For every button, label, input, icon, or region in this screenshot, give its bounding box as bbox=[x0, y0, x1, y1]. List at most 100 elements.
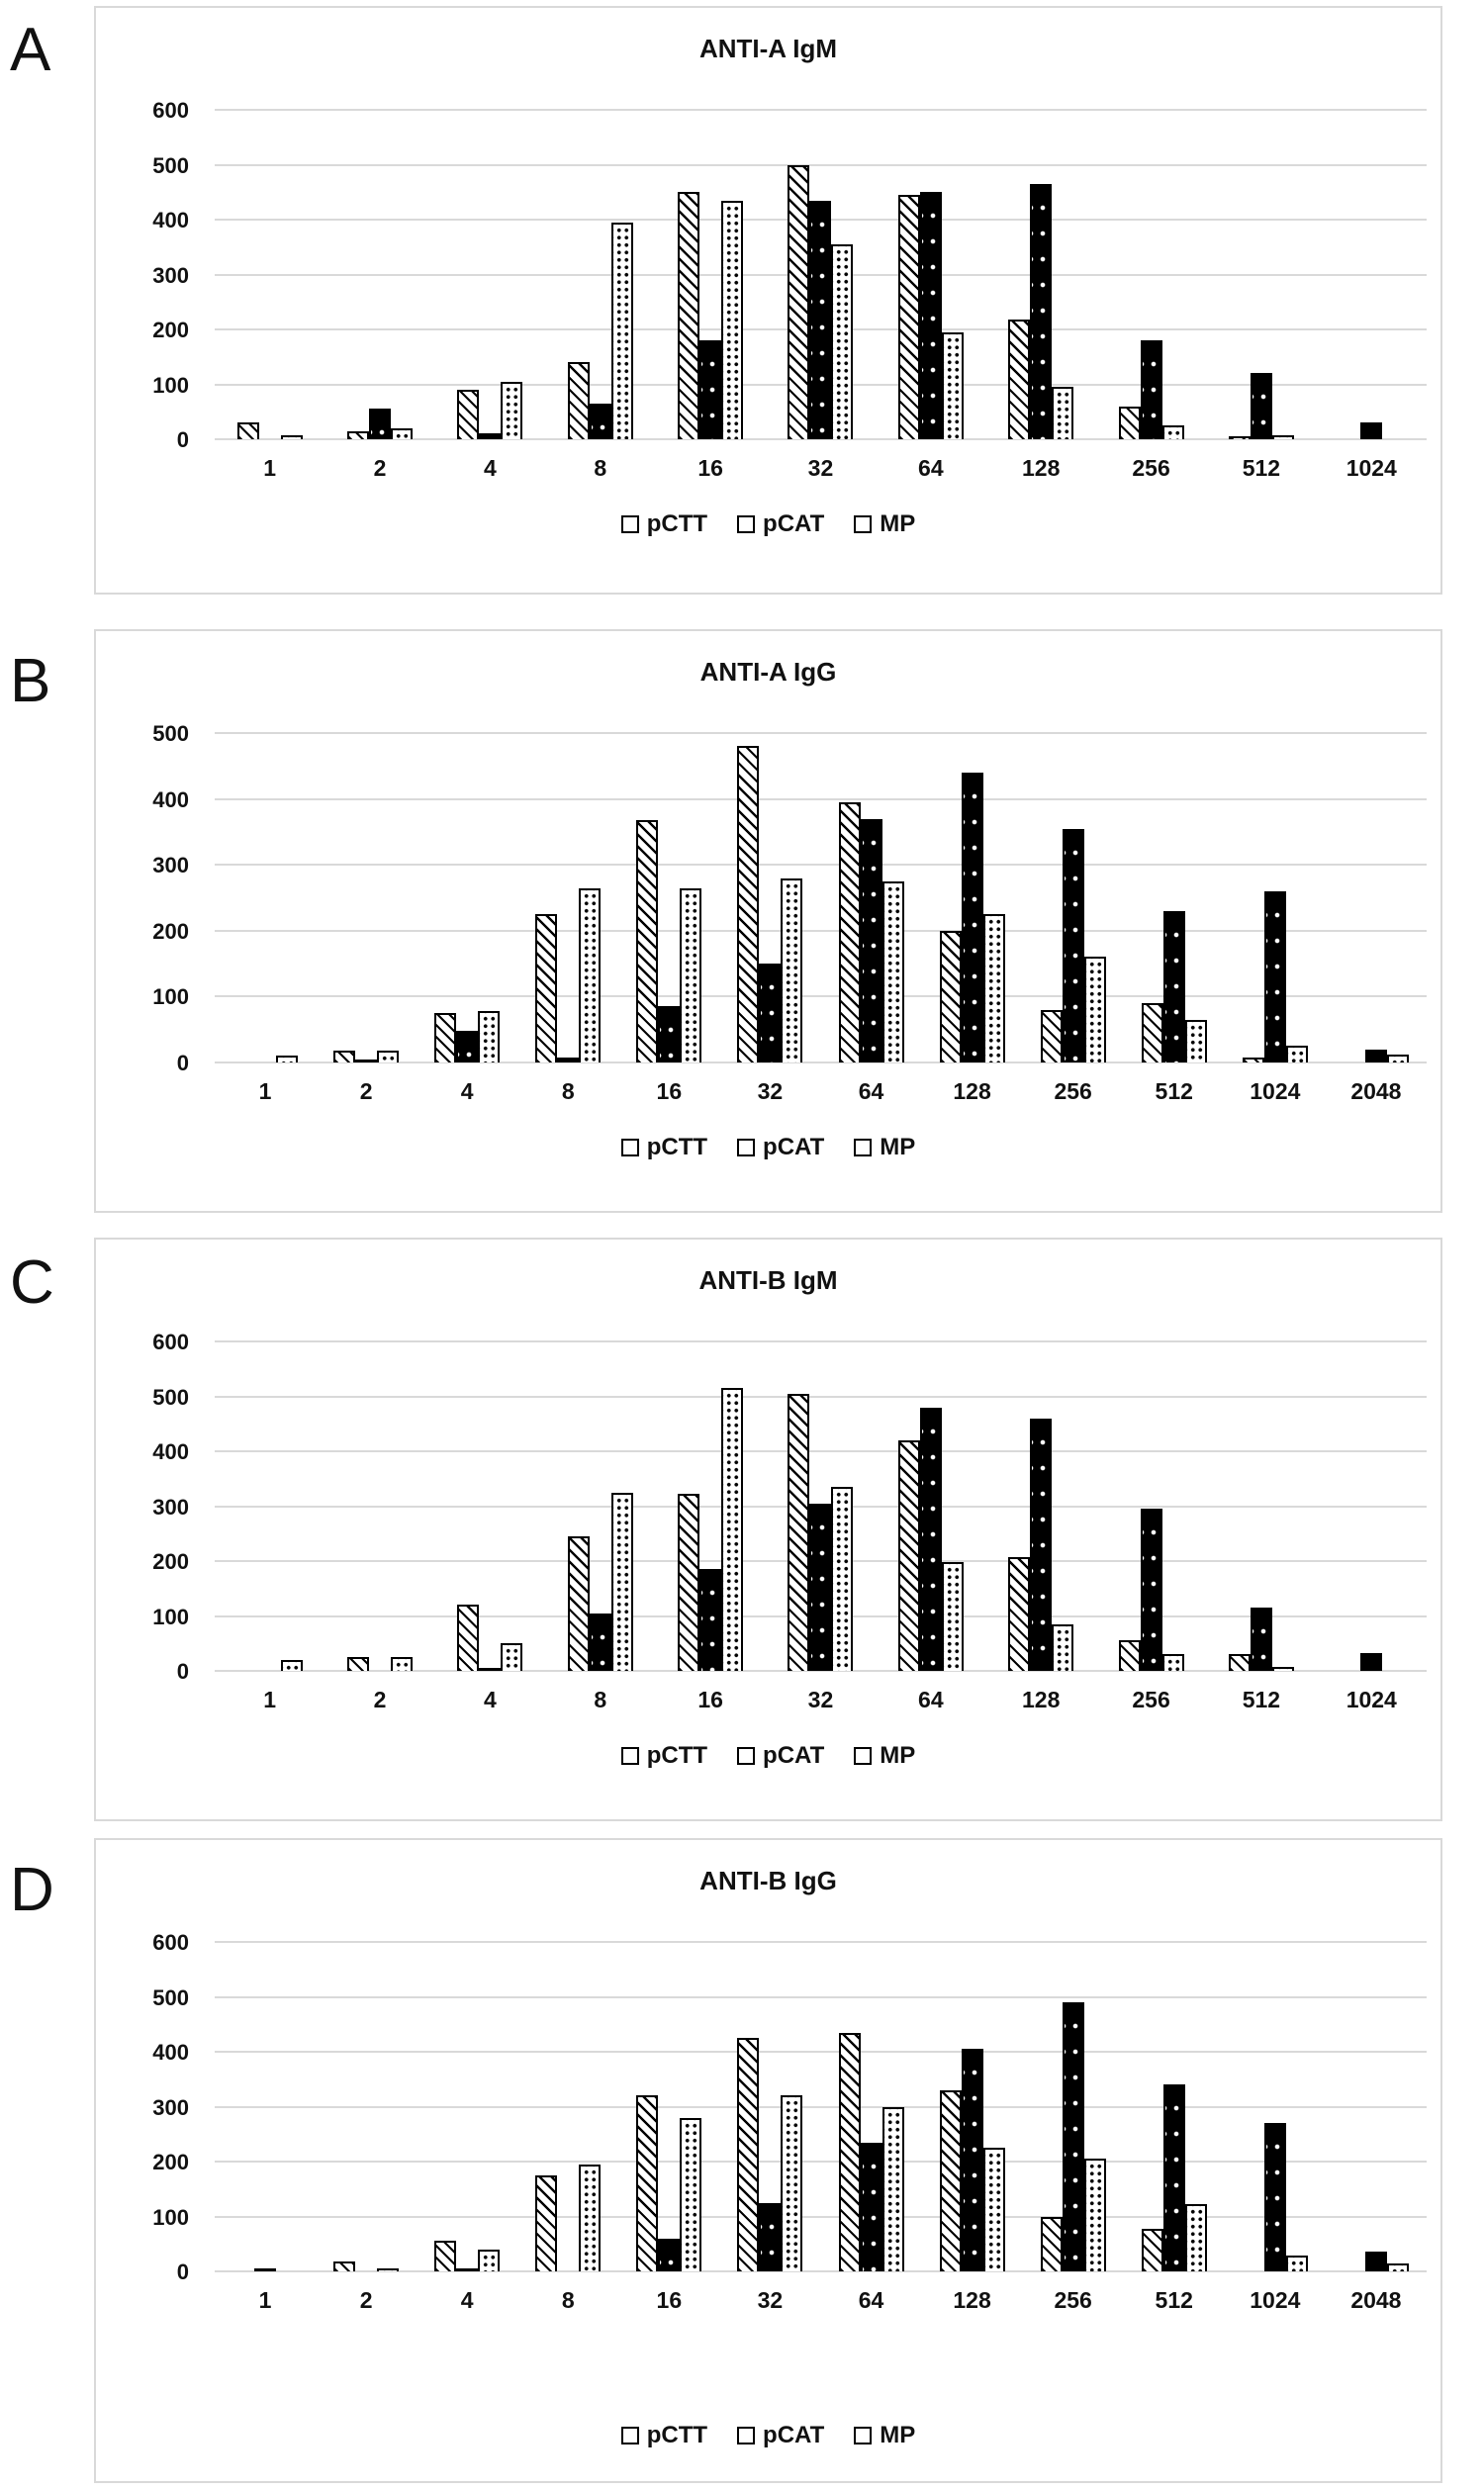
category-group-8 bbox=[517, 1942, 618, 2271]
chart-panel-c: ANTI-B IgM 0 100 200 300 400 500 600 1 2 4 8 16 32 64 1… bbox=[94, 1238, 1442, 1821]
category-group-64 bbox=[876, 1341, 985, 1671]
category-group-4 bbox=[417, 733, 517, 1062]
bar-pcat-16 bbox=[658, 1006, 681, 1062]
category-group-256 bbox=[1096, 110, 1206, 439]
legend: pCTT pCAT MP bbox=[96, 1742, 1440, 1770]
category-group-2 bbox=[316, 1942, 417, 2271]
x-axis-tick-label: 128 bbox=[1022, 455, 1061, 481]
bar-pcat-1024 bbox=[1263, 2123, 1286, 2271]
category-group-1024 bbox=[1225, 733, 1326, 1062]
gridline bbox=[215, 109, 1427, 111]
gridline bbox=[215, 1670, 1427, 1672]
bar-mp-128 bbox=[1052, 387, 1074, 439]
bar-pcat-2048 bbox=[1364, 2252, 1387, 2271]
bar-mp-16 bbox=[721, 200, 744, 439]
bar-pctt-128 bbox=[1008, 1556, 1031, 1671]
chart-panel-b: ANTI-A IgG 0 100 200 300 400 500 1 2 4 8 16 32 64 128 2… bbox=[94, 629, 1442, 1213]
bar-pcat-2 bbox=[355, 1060, 378, 1062]
bar-pcat-32 bbox=[809, 200, 832, 439]
bar-mp-512 bbox=[1271, 1666, 1294, 1671]
y-axis-tick-label: 300 bbox=[152, 853, 189, 878]
y-axis-tick-label: 0 bbox=[176, 1051, 189, 1075]
x-axis-tick-label: 128 bbox=[953, 2287, 991, 2313]
gridline bbox=[215, 1340, 1427, 1342]
bar-pctt-2 bbox=[347, 430, 370, 439]
y-axis-tick-label: 200 bbox=[152, 1549, 189, 1574]
bar-pcat-16 bbox=[699, 1569, 722, 1671]
y-axis-tick-label: 100 bbox=[152, 2204, 189, 2230]
bar-pctt-1024 bbox=[1242, 1057, 1264, 1062]
chart-title: ANTI-A IgG bbox=[699, 657, 837, 687]
category-group-256 bbox=[1023, 733, 1124, 1062]
bar-mp-4 bbox=[501, 381, 523, 439]
bar-pctt-32 bbox=[788, 164, 810, 439]
bar-pctt-1 bbox=[236, 422, 259, 439]
bar-pcat-64 bbox=[919, 192, 942, 439]
y-axis-tick-label: 300 bbox=[152, 1494, 189, 1520]
legend-label: MP bbox=[880, 1742, 916, 1769]
bar-pcat-1 bbox=[254, 2268, 277, 2271]
bar-mp-128 bbox=[1052, 1623, 1074, 1671]
category-group-32 bbox=[766, 110, 876, 439]
plot-area: 0 100 200 300 400 500 600 bbox=[152, 1932, 1427, 2283]
x-axis-tick-label: 8 bbox=[561, 2287, 575, 2313]
category-group-8 bbox=[545, 1341, 655, 1671]
gridline bbox=[215, 1941, 1427, 1943]
bar-mp-512 bbox=[1184, 1019, 1207, 1062]
category-group-128 bbox=[986, 110, 1096, 439]
legend-swatch-pctt-icon bbox=[620, 1747, 639, 1765]
category-group-2048 bbox=[1326, 733, 1427, 1062]
gridline bbox=[215, 163, 1427, 166]
bar-mp-256 bbox=[1161, 1654, 1184, 1671]
legend-item-pctt: pCTT bbox=[620, 510, 707, 538]
bar-pctt-128 bbox=[939, 930, 962, 1062]
category-group-1 bbox=[215, 1942, 316, 2271]
bar-pctt-32 bbox=[737, 2038, 760, 2271]
bar-mp-256 bbox=[1083, 2159, 1106, 2271]
bar-pcat-2 bbox=[369, 409, 392, 439]
legend-item-mp: MP bbox=[854, 1742, 915, 1770]
x-axis-tick-label: 64 bbox=[918, 455, 944, 481]
bar-pcat-128 bbox=[1030, 183, 1053, 439]
bar-mp-64 bbox=[941, 331, 964, 439]
bar-pcat-64 bbox=[860, 818, 882, 1062]
y-axis-tick-label: 200 bbox=[152, 318, 189, 342]
panel-letter-c: C bbox=[10, 1248, 54, 1317]
category-group-2 bbox=[316, 733, 417, 1062]
gridline bbox=[215, 1450, 1427, 1452]
bar-mp-1 bbox=[280, 434, 303, 439]
x-axis: 1 2 4 8 16 32 64 128 256 512 1024 bbox=[215, 1687, 1427, 1713]
bar-pcat-4 bbox=[479, 1668, 502, 1671]
x-axis-tick-label: 2 bbox=[359, 1078, 373, 1104]
legend-swatch-pctt-icon bbox=[620, 1139, 639, 1156]
legend-swatch-pcat-icon bbox=[737, 515, 756, 533]
legend-swatch-mp-icon bbox=[854, 1747, 873, 1765]
category-group-8 bbox=[545, 110, 655, 439]
bar-mp-512 bbox=[1184, 2204, 1207, 2271]
bar-mp-256 bbox=[1161, 425, 1184, 439]
bar-pctt-64 bbox=[897, 1439, 920, 1671]
x-axis-tick-label: 4 bbox=[484, 1687, 497, 1712]
x-axis-tick-label: 4 bbox=[460, 2287, 474, 2313]
bar-pcat-256 bbox=[1140, 340, 1162, 439]
x-axis-tick-label: 256 bbox=[1054, 2287, 1092, 2313]
x-axis-tick-label: 16 bbox=[656, 2287, 683, 2313]
bar-pctt-32 bbox=[737, 746, 760, 1062]
x-axis-tick-label: 16 bbox=[656, 1078, 683, 1104]
bar-pcat-512 bbox=[1250, 373, 1272, 439]
legend-swatch-pcat-icon bbox=[737, 1139, 756, 1156]
y-axis-tick-label: 500 bbox=[152, 721, 189, 746]
chart-title: ANTI-B IgM bbox=[698, 1265, 838, 1295]
bar-mp-4 bbox=[478, 2249, 501, 2271]
x-axis-tick-label: 512 bbox=[1242, 1687, 1281, 1712]
bar-pctt-64 bbox=[897, 195, 920, 439]
gridline bbox=[215, 2051, 1427, 2053]
bar-pcat-256 bbox=[1140, 1509, 1162, 1671]
bar-pcat-8 bbox=[589, 403, 611, 439]
category-group-1 bbox=[215, 1341, 325, 1671]
bar-pcat-32 bbox=[759, 2202, 782, 2271]
category-group-1 bbox=[215, 733, 316, 1062]
bar-mp-1024 bbox=[1285, 1046, 1308, 1062]
bar-mp-32 bbox=[781, 877, 803, 1062]
bar-pcat-512 bbox=[1162, 910, 1185, 1062]
